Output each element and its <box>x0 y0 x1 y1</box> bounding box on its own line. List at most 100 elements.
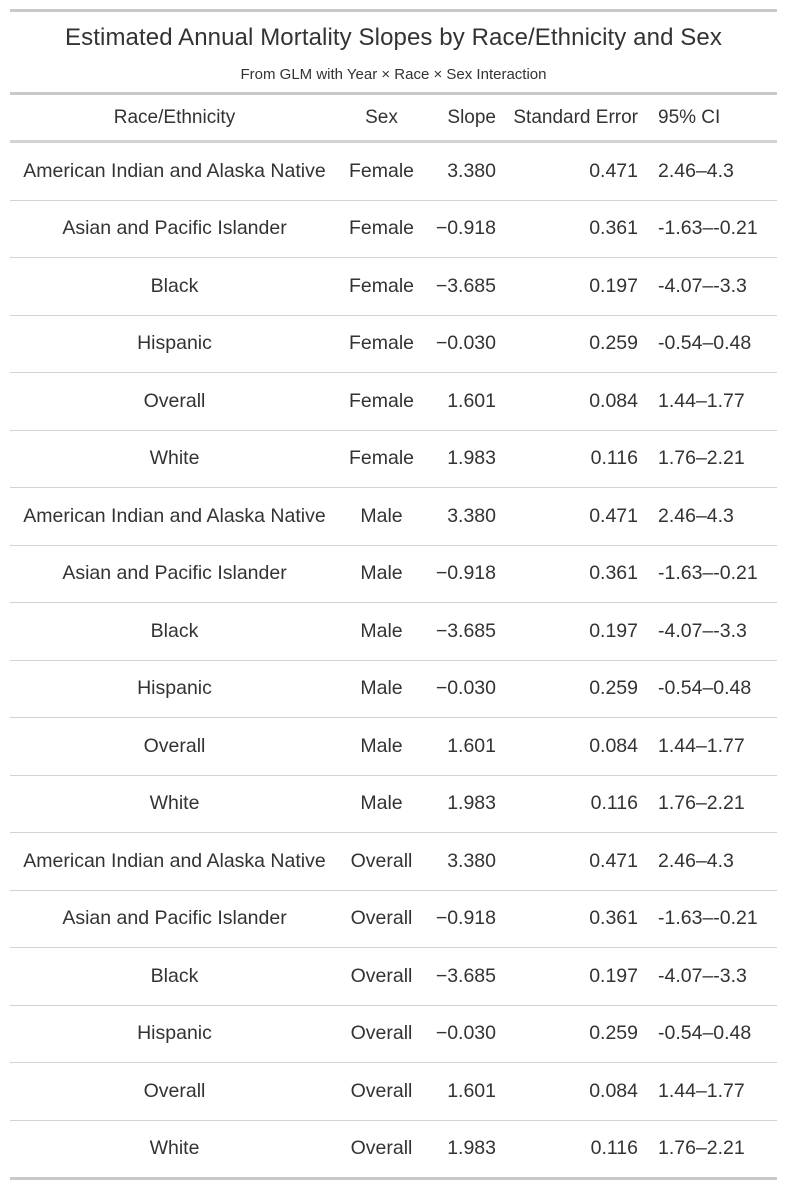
cell-standard-error: 0.471 <box>506 832 648 890</box>
cell-race: Hispanic <box>10 1004 339 1063</box>
cell-standard-error: 0.259 <box>506 314 648 373</box>
cell-sex: Male <box>339 487 424 545</box>
cell-ci: -1.63–-0.21 <box>648 544 777 603</box>
cell-race: Asian and Pacific Islander <box>10 889 339 948</box>
cell-slope: −0.030 <box>424 314 506 373</box>
cell-slope: 1.983 <box>424 774 506 833</box>
slopes-table: Race/Ethnicity Sex Slope Standard Error … <box>10 92 777 1180</box>
table-body: American Indian and Alaska Native Female 3… <box>10 142 777 1179</box>
cell-ci: 1.76–2.21 <box>648 429 777 488</box>
cell-slope: 3.380 <box>447 159 496 182</box>
cell-ci: -0.54–0.48 <box>648 314 777 373</box>
cell-race: Black <box>10 947 339 1005</box>
cell-sex: Male <box>339 717 424 775</box>
table-row: Black Male −3.685 0.197 -4.07–-3.3 <box>10 602 777 660</box>
cell-sex: Male <box>339 602 424 660</box>
cell-standard-error: 0.197 <box>506 947 648 1005</box>
cell-sex: Overall <box>339 1004 424 1063</box>
cell-sex: Female <box>339 199 424 258</box>
cell-race: Asian and Pacific Islander <box>10 199 339 258</box>
cell-ci: 1.76–2.21 <box>648 774 777 833</box>
cell-ci: -4.07–-3.3 <box>648 602 777 660</box>
cell-slope: 3.380 <box>424 832 506 890</box>
table-row: Hispanic Male −0.030 0.259 -0.54–0.48 <box>10 659 777 718</box>
cell-sex: Overall <box>339 1062 424 1120</box>
table-row: Hispanic Female −0.030 0.259 -0.54–0.48 <box>10 314 777 373</box>
cell-ci: 1.44–1.77 <box>648 1062 777 1120</box>
cell-ci: -4.07–-3.3 <box>648 947 777 1005</box>
cell-race: Hispanic <box>10 314 339 373</box>
cell-standard-error: 0.116 <box>506 774 648 833</box>
cell-slope: −3.685 <box>424 257 506 315</box>
cell-ci: -0.54–0.48 <box>648 1004 777 1063</box>
cell-sex: Male <box>339 544 424 603</box>
cell-sex: Female <box>339 372 424 430</box>
cell-standard-error: 0.259 <box>506 659 648 718</box>
cell-sex: Overall <box>339 947 424 1005</box>
cell-race: Overall <box>10 717 339 775</box>
column-header-slope: Slope <box>424 93 506 143</box>
column-header-standard-error: Standard Error <box>506 93 648 143</box>
table-row: Overall Female 1.601 0.084 1.44–1.77 <box>10 372 777 430</box>
cell-race: Black <box>10 257 339 315</box>
cell-standard-error: 0.361 <box>506 199 648 258</box>
cell-ci: -1.63–-0.21 <box>648 199 777 258</box>
results-table-container: Estimated Annual Mortality Slopes by Rac… <box>10 9 777 1180</box>
table-row: Hispanic Overall −0.030 0.259 -0.54–0.48 <box>10 1004 777 1063</box>
cell-race: American Indian and Alaska Native <box>10 487 339 545</box>
table-row: American Indian and Alaska Native Male 3.3… <box>10 487 777 545</box>
cell-slope: 1.601 <box>424 717 506 775</box>
cell-race: Hispanic <box>10 659 339 718</box>
cell-ci: -0.54–0.48 <box>648 659 777 718</box>
table-row: Asian and Pacific Islander Male −0.918 0.36… <box>10 544 777 603</box>
table-heading: Estimated Annual Mortality Slopes by Rac… <box>10 9 777 92</box>
table-subtitle: From GLM with Year × Race × Sex Interact… <box>240 66 547 83</box>
cell-standard-error: 0.084 <box>506 1062 648 1120</box>
cell-standard-error: 0.116 <box>506 1119 648 1179</box>
table-row: American Indian and Alaska Native Female 3… <box>10 142 777 201</box>
cell-slope: −3.685 <box>424 602 506 660</box>
table-row: White Female 1.983 0.116 1.76–2.21 <box>10 429 777 488</box>
cell-race: Black <box>10 602 339 660</box>
cell-sex: Overall <box>339 1119 424 1179</box>
cell-sex: Female <box>348 159 415 182</box>
table-title: Estimated Annual Mortality Slopes by Rac… <box>65 24 722 51</box>
cell-sex: Female <box>339 314 424 373</box>
column-header-race: Race/Ethnicity <box>10 93 339 143</box>
cell-race: Overall <box>10 372 339 430</box>
cell-race: Overall <box>10 1062 339 1120</box>
cell-ci: 2.46–4.3 <box>658 159 734 182</box>
cell-standard-error: 0.084 <box>506 717 648 775</box>
cell-slope: −3.685 <box>424 947 506 1005</box>
cell-standard-error: 0.259 <box>506 1004 648 1063</box>
cell-slope: 1.983 <box>424 429 506 488</box>
cell-standard-error: 0.471 <box>506 487 648 545</box>
header-row: Race/Ethnicity Sex Slope Standard Error … <box>10 93 777 143</box>
table-row: Black Female −3.685 0.197 -4.07–-3.3 <box>10 257 777 315</box>
cell-standard-error: 0.197 <box>506 602 648 660</box>
cell-ci: 2.46–4.3 <box>648 832 777 890</box>
cell-slope: 3.380 <box>424 487 506 545</box>
cell-race: White <box>10 774 339 833</box>
cell-standard-error: 0.471 <box>589 159 638 182</box>
cell-standard-error: 0.116 <box>506 429 648 488</box>
cell-race: American Indian and Alaska Native <box>23 159 326 182</box>
cell-slope: −0.030 <box>424 659 506 718</box>
cell-slope: 1.983 <box>424 1119 506 1179</box>
cell-standard-error: 0.084 <box>506 372 648 430</box>
cell-slope: −0.030 <box>424 1004 506 1063</box>
cell-slope: −0.918 <box>424 199 506 258</box>
table-row: White Male 1.983 0.116 1.76–2.21 <box>10 774 777 833</box>
cell-slope: −0.918 <box>424 544 506 603</box>
cell-race: Asian and Pacific Islander <box>10 544 339 603</box>
cell-sex: Female <box>339 257 424 315</box>
cell-standard-error: 0.197 <box>506 257 648 315</box>
cell-race: American Indian and Alaska Native <box>10 832 339 890</box>
column-header-ci: 95% CI <box>648 93 777 143</box>
cell-ci: 1.44–1.77 <box>648 372 777 430</box>
cell-standard-error: 0.361 <box>506 889 648 948</box>
cell-slope: −0.918 <box>424 889 506 948</box>
table-row: Overall Overall 1.601 0.084 1.44–1.77 <box>10 1062 777 1120</box>
cell-sex: Overall <box>339 832 424 890</box>
cell-ci: 1.76–2.21 <box>648 1119 777 1179</box>
